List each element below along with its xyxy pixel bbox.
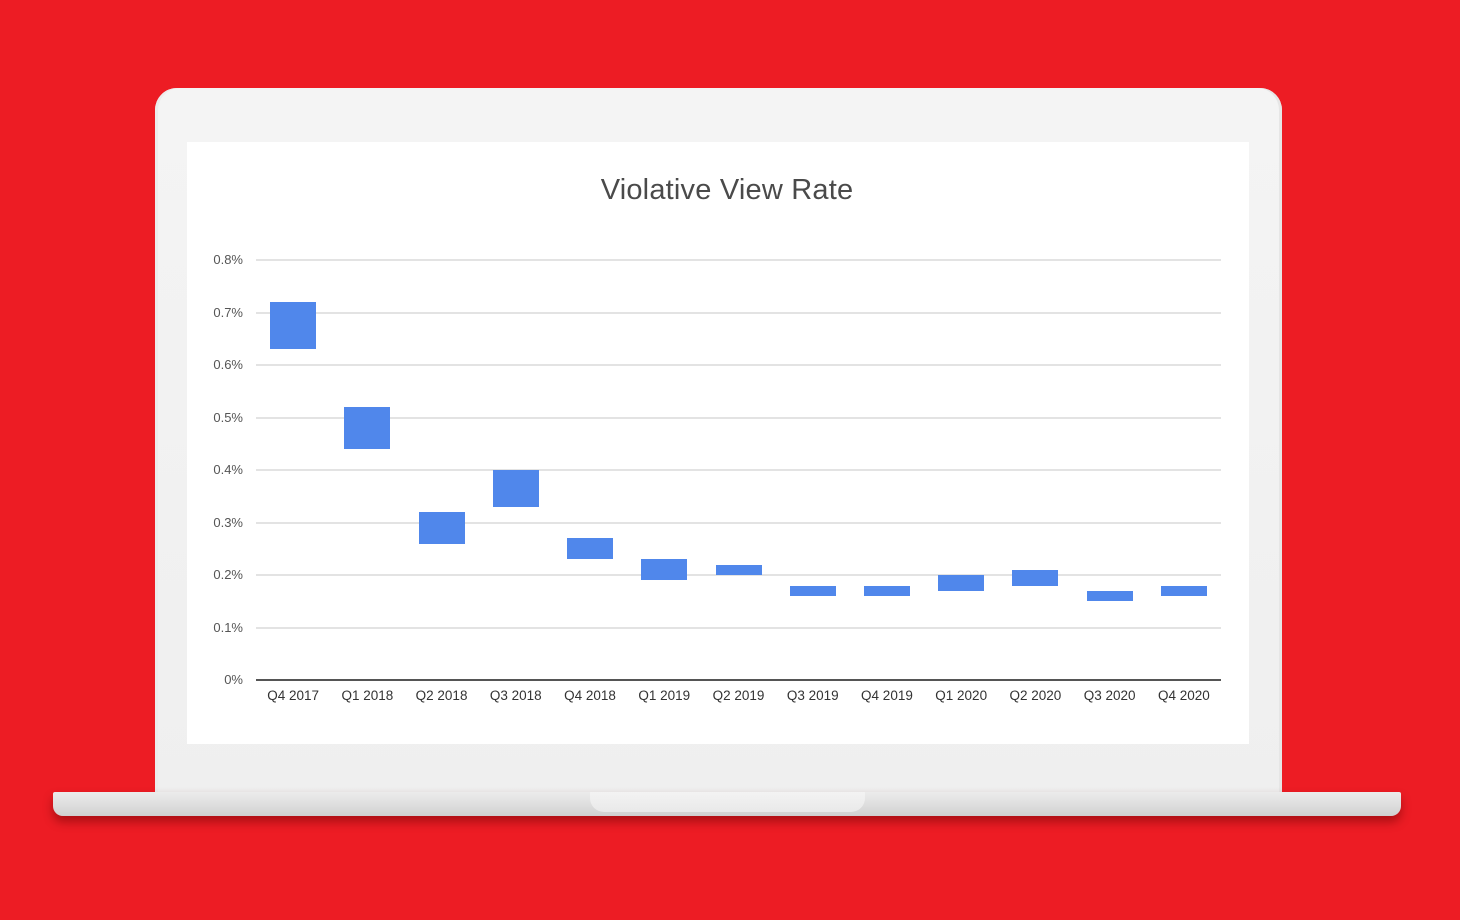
gridline: [256, 311, 1221, 314]
y-tick-label: 0.3%: [213, 514, 243, 530]
range-bar: [1086, 590, 1133, 602]
x-tick-label: Q1 2020: [935, 688, 988, 703]
x-tick-label: Q4 2018: [564, 688, 616, 703]
y-tick-label: 0.6%: [213, 357, 243, 372]
y-tick-label: 0.1%: [213, 619, 243, 635]
x-tick-label: Q4 2019: [861, 688, 913, 703]
x-tick-label: Q2 2019: [712, 688, 765, 703]
gridline: [256, 521, 1221, 524]
y-tick-label: 0.8%: [213, 252, 243, 267]
range-bar: [715, 564, 762, 575]
x-tick-label: Q3 2020: [1083, 688, 1136, 703]
laptop-notch: [590, 792, 865, 812]
gridline: [256, 626, 1221, 629]
x-tick-label: Q3 2019: [786, 688, 839, 703]
x-tick-label: Q4 2020: [1157, 688, 1210, 703]
gridline: [256, 469, 1221, 471]
range-bar: [789, 585, 836, 596]
range-bar: [1160, 585, 1207, 596]
y-tick-label: 0.4%: [213, 462, 243, 477]
range-bar: [418, 512, 465, 544]
x-tick-label: Q1 2019: [638, 688, 691, 703]
gridline: [256, 574, 1221, 576]
gridline: [256, 259, 1221, 261]
range-bar: [641, 559, 688, 581]
range-bar: [344, 407, 391, 449]
y-tick-label: 0.5%: [213, 409, 243, 425]
range-bar: [270, 302, 317, 350]
x-tick-label: Q3 2018: [489, 688, 542, 703]
x-tick-label: Q4 2017: [267, 688, 319, 703]
range-bar: [863, 585, 910, 596]
x-tick-label: Q1 2018: [341, 688, 394, 703]
y-tick-label: 0.7%: [213, 304, 243, 320]
y-tick-label: 0.2%: [213, 567, 243, 582]
range-bar: [1012, 569, 1059, 586]
x-axis-line: [256, 679, 1221, 681]
x-tick-label: Q2 2020: [1009, 688, 1062, 703]
gridline: [256, 364, 1221, 366]
range-bar: [938, 575, 985, 591]
y-tick-label: 0%: [224, 672, 243, 687]
chart-title: Violative View Rate: [600, 174, 854, 206]
gridline: [256, 416, 1221, 419]
x-tick-label: Q2 2018: [415, 688, 468, 703]
range-bar: [567, 538, 614, 560]
range-bar: [492, 470, 539, 507]
